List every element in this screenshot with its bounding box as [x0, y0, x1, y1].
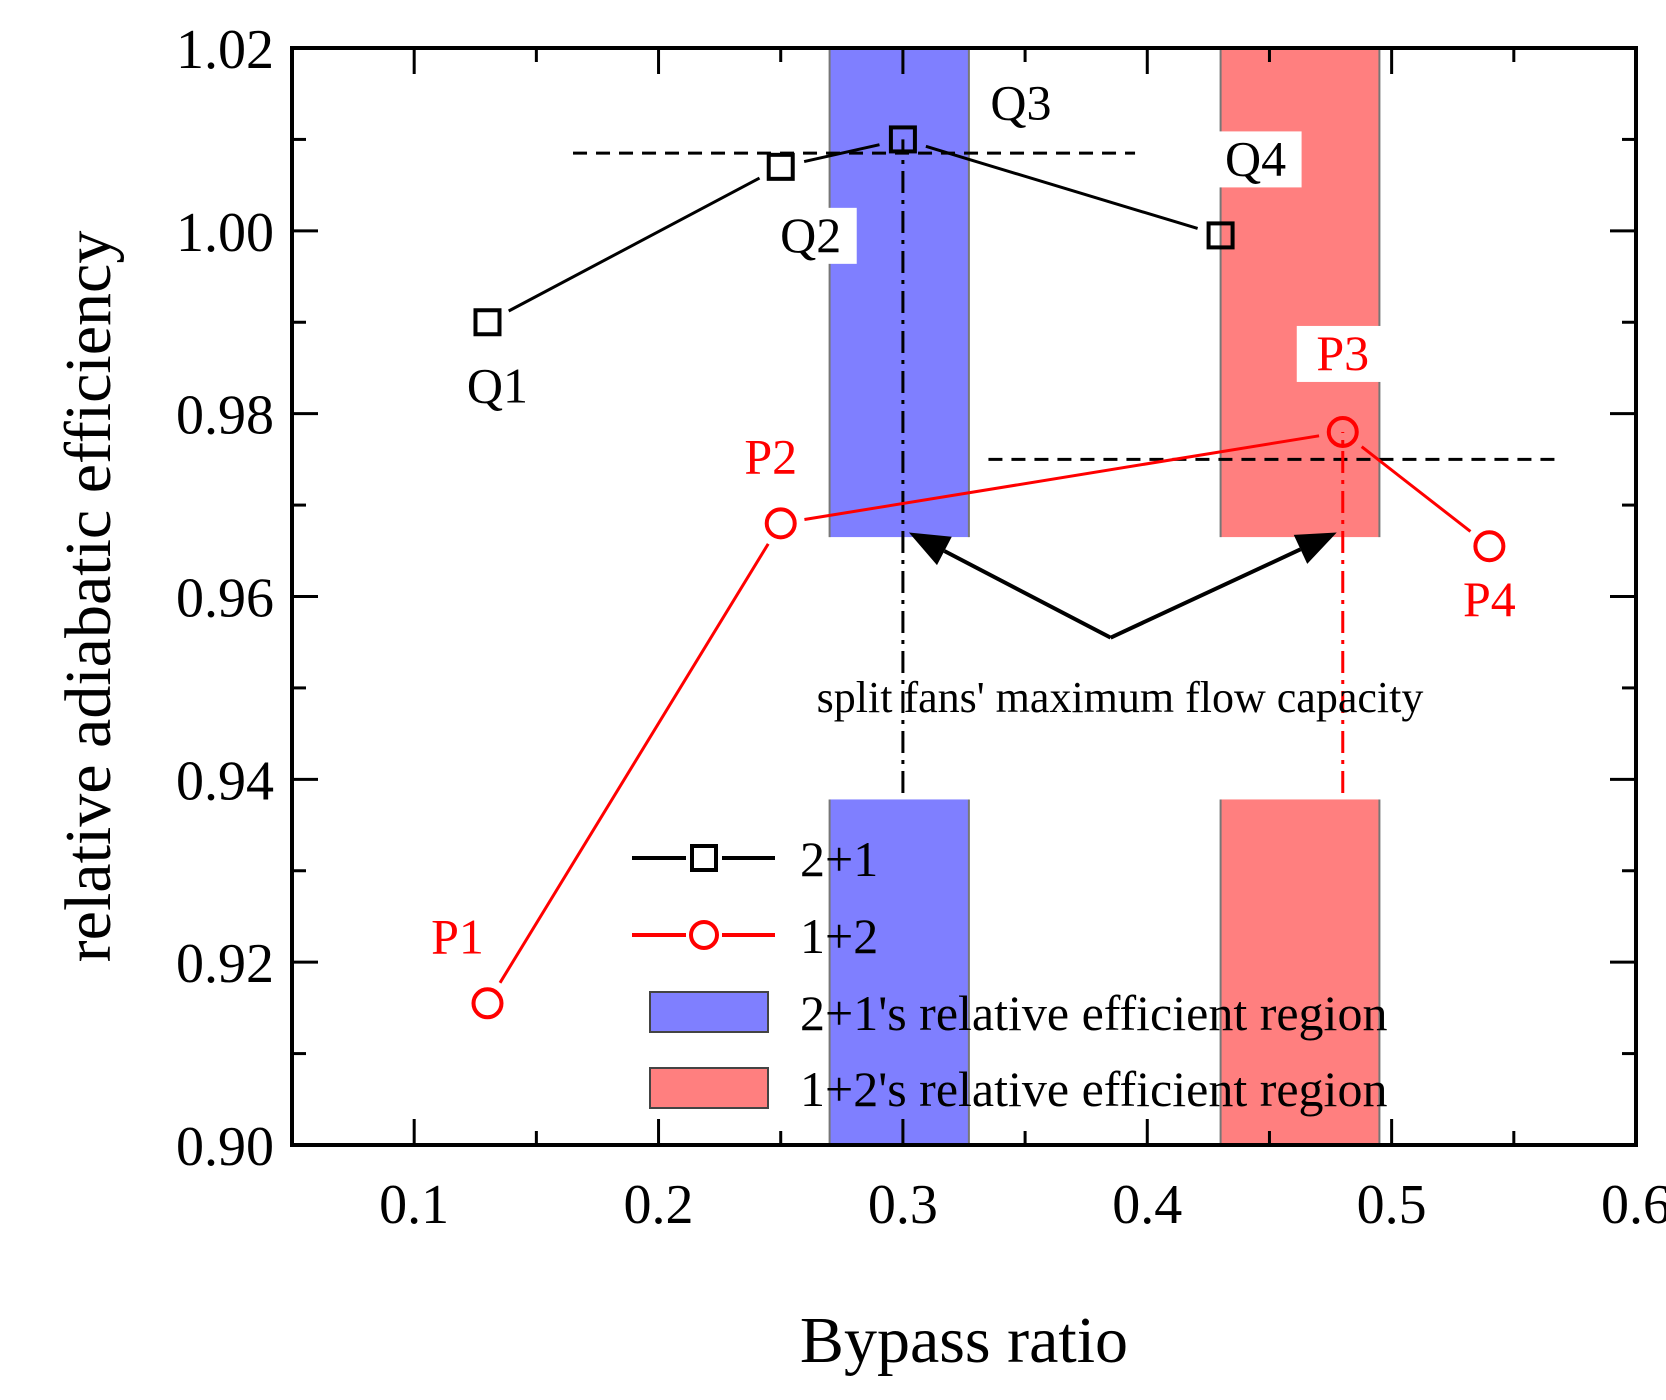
point-label-bg — [1296, 325, 1389, 382]
point-label-P1: P1 — [431, 908, 484, 964]
annotation-arrow-head — [1293, 532, 1337, 564]
x-tick-label: 0.1 — [379, 1174, 449, 1236]
point-label-Q3: Q3 — [990, 74, 1051, 130]
point-P4-marker — [1473, 530, 1506, 563]
point-label-bg — [764, 207, 857, 264]
region-red-lower — [1220, 799, 1380, 1145]
point-label-P4: P4 — [1463, 571, 1516, 627]
annotation-arrow-line — [1109, 547, 1302, 640]
y-tick-label: 1.02 — [176, 19, 274, 81]
point-label-Q2: Q2 — [780, 207, 841, 263]
legend-entry-label: 1+2's relative efficient region — [800, 1061, 1387, 1117]
annotation-text: split fans' maximum flow capacity — [817, 673, 1424, 722]
legend-entry-label: 2+1 — [800, 831, 878, 887]
region-red-upper — [1220, 48, 1380, 538]
x-tick-label: 0.2 — [624, 1174, 694, 1236]
point-Q2-marker — [766, 152, 795, 181]
annotation-arrow-head — [908, 532, 952, 566]
x-tick-label: 0.5 — [1357, 1174, 1427, 1236]
point-label-Q1: Q1 — [467, 357, 528, 413]
point-label-bg — [1443, 572, 1536, 629]
series-1+2-segment — [1360, 445, 1472, 533]
legend-1plus2-marker — [689, 920, 719, 950]
point-label-bg — [724, 429, 817, 486]
efficient-regions — [828, 48, 1381, 1145]
legend-red-swatch — [649, 1067, 769, 1109]
series-1+2-segment — [498, 543, 770, 984]
point-label-bg — [411, 909, 504, 966]
point-Q1-marker — [473, 308, 502, 337]
point-P2-marker — [764, 507, 797, 540]
y-tick-label: 0.96 — [176, 568, 274, 630]
point-label-P3: P3 — [1316, 325, 1369, 381]
legend-blue-swatch — [649, 991, 769, 1033]
x-tick-label: 0.3 — [868, 1174, 938, 1236]
x-tick-label: 0.6 — [1601, 1174, 1666, 1236]
point-P1-marker — [471, 987, 504, 1020]
data-series: Q1 Q2 Q3 Q4 P1 P2 P3 P4 — [411, 74, 1536, 1020]
axes: 0.1 0.2 0.3 0.4 0.5 0.6 0.90 0.92 0.94 0.96 0.98 1.… — [52, 19, 1666, 1377]
point-P3-marker — [1326, 415, 1359, 448]
y-tick-label: 0.92 — [176, 933, 274, 995]
y-tick-label: 1.00 — [176, 202, 274, 264]
x-axis-title: Bypass ratio — [800, 1304, 1128, 1377]
point-Q4-marker — [1206, 221, 1235, 250]
region-blue-upper — [829, 48, 969, 538]
point-Q3-marker — [888, 125, 917, 154]
series-2+1-segment — [803, 143, 880, 164]
point-label-bg — [1209, 131, 1302, 188]
legend-entry-label: 2+1's relative efficient region — [800, 985, 1387, 1041]
legend: 2+1 1+2 2+1's relative efficient region 1+2… — [632, 831, 1387, 1117]
series-2+1-segment — [925, 144, 1199, 230]
series-1+2-segment — [804, 434, 1320, 521]
region-blue-lower — [829, 799, 969, 1145]
legend-2plus1-marker — [690, 844, 718, 872]
y-tick-label: 0.98 — [176, 385, 274, 447]
y-axis-title: relative adiabatic efficiency — [52, 231, 125, 963]
annotation-arrow-line — [943, 549, 1112, 640]
series-2+1-segment — [507, 176, 761, 313]
y-tick-label: 0.94 — [176, 750, 274, 812]
reference-lines — [573, 139, 1563, 794]
point-label-P2: P2 — [744, 428, 797, 484]
point-label-bg — [451, 358, 544, 415]
legend-entry-label: 1+2 — [800, 908, 878, 964]
x-tick-label: 0.4 — [1112, 1174, 1182, 1236]
annotation: split fans' maximum flow capacity — [817, 532, 1424, 722]
y-tick-label: 0.90 — [176, 1116, 274, 1178]
point-label-bg — [974, 75, 1067, 132]
point-label-Q4: Q4 — [1225, 130, 1286, 186]
